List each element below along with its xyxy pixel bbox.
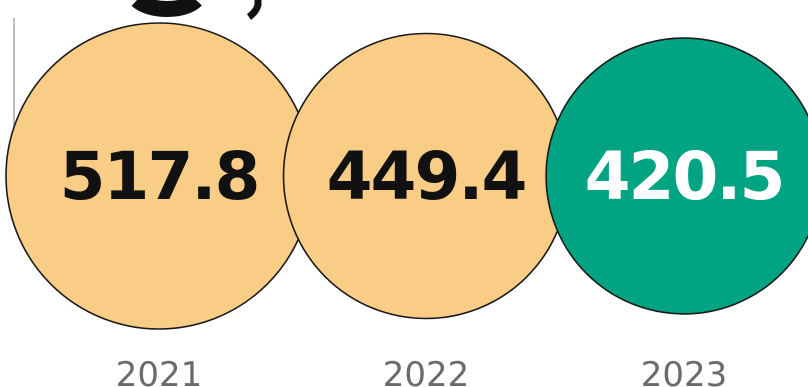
year-label-2023: 2023 [641, 355, 728, 387]
value-label-2021: 517.8 [60, 138, 259, 215]
year-label-group: 2021 2022 2023 [116, 355, 728, 387]
bubble-group [5, 22, 808, 330]
title-remnant [131, 0, 262, 20]
bubble-2023 [545, 37, 808, 315]
title-remnant-mark [131, 0, 202, 17]
title-remnant-comma [246, 0, 262, 20]
value-label-2022: 449.4 [327, 138, 526, 215]
year-label-2021: 2021 [116, 355, 203, 387]
value-label-2023: 420.5 [585, 138, 784, 215]
value-label-group: 517.8 449.4 420.5 [60, 138, 786, 215]
year-label-2022: 2022 [383, 355, 470, 387]
